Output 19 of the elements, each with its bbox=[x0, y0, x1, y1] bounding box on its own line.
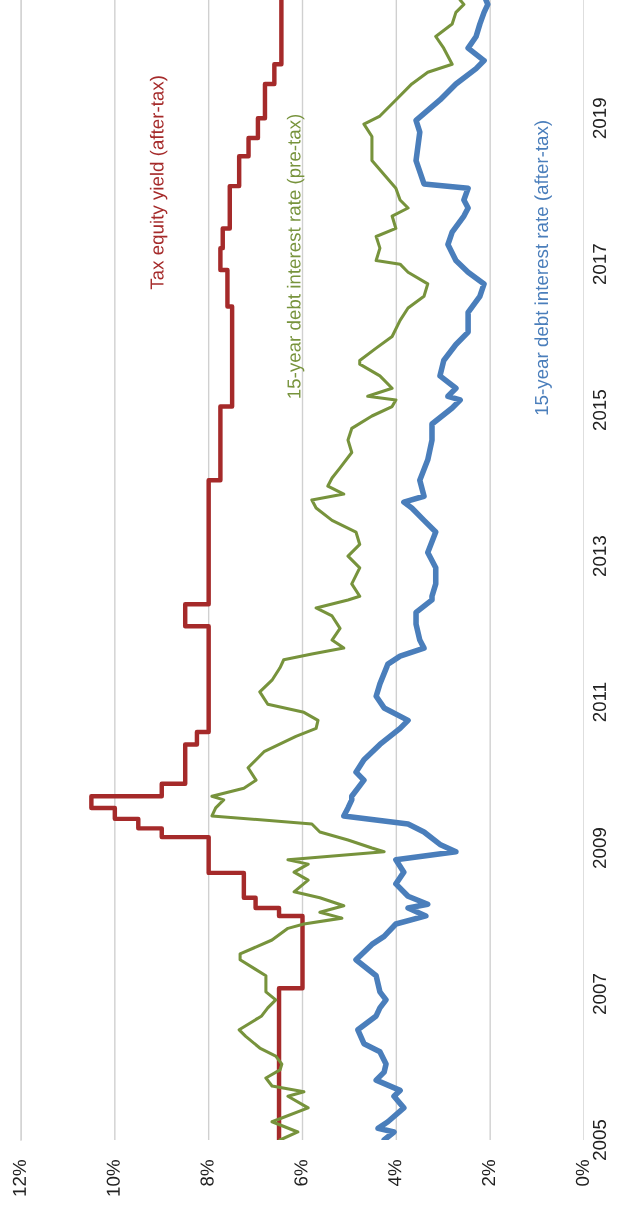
x-tick-label: 12% bbox=[12, 1160, 26, 1196]
y-tick-label: 2015 bbox=[592, 390, 607, 431]
y-tick-label: 2011 bbox=[592, 682, 607, 722]
y-tick-label: 2019 bbox=[592, 98, 607, 139]
y-tick-label: 2017 bbox=[592, 244, 607, 285]
x-tick-label: 10% bbox=[106, 1160, 120, 1196]
text: 15-year debt interest rate (after-tax) bbox=[534, 121, 552, 415]
text: 15-year debt interest rate (pre-tax) bbox=[286, 114, 305, 398]
line-series bbox=[210, 0, 466, 1140]
x-tick-label: 8% bbox=[200, 1160, 214, 1186]
x-tick-label: 2% bbox=[481, 1160, 496, 1186]
x-tick-label: 0% bbox=[575, 1160, 590, 1186]
y-tick-label: 2005 bbox=[592, 1119, 607, 1160]
y-tick-label: 2013 bbox=[592, 536, 607, 577]
x-tick-label: 4% bbox=[388, 1160, 402, 1187]
y-tick-label: 2007 bbox=[592, 974, 607, 1014]
y-tick-label: 2009 bbox=[592, 828, 607, 868]
x-tick-label: 6% bbox=[294, 1160, 308, 1186]
text: Tax equity yield (after-tax) bbox=[149, 76, 168, 290]
